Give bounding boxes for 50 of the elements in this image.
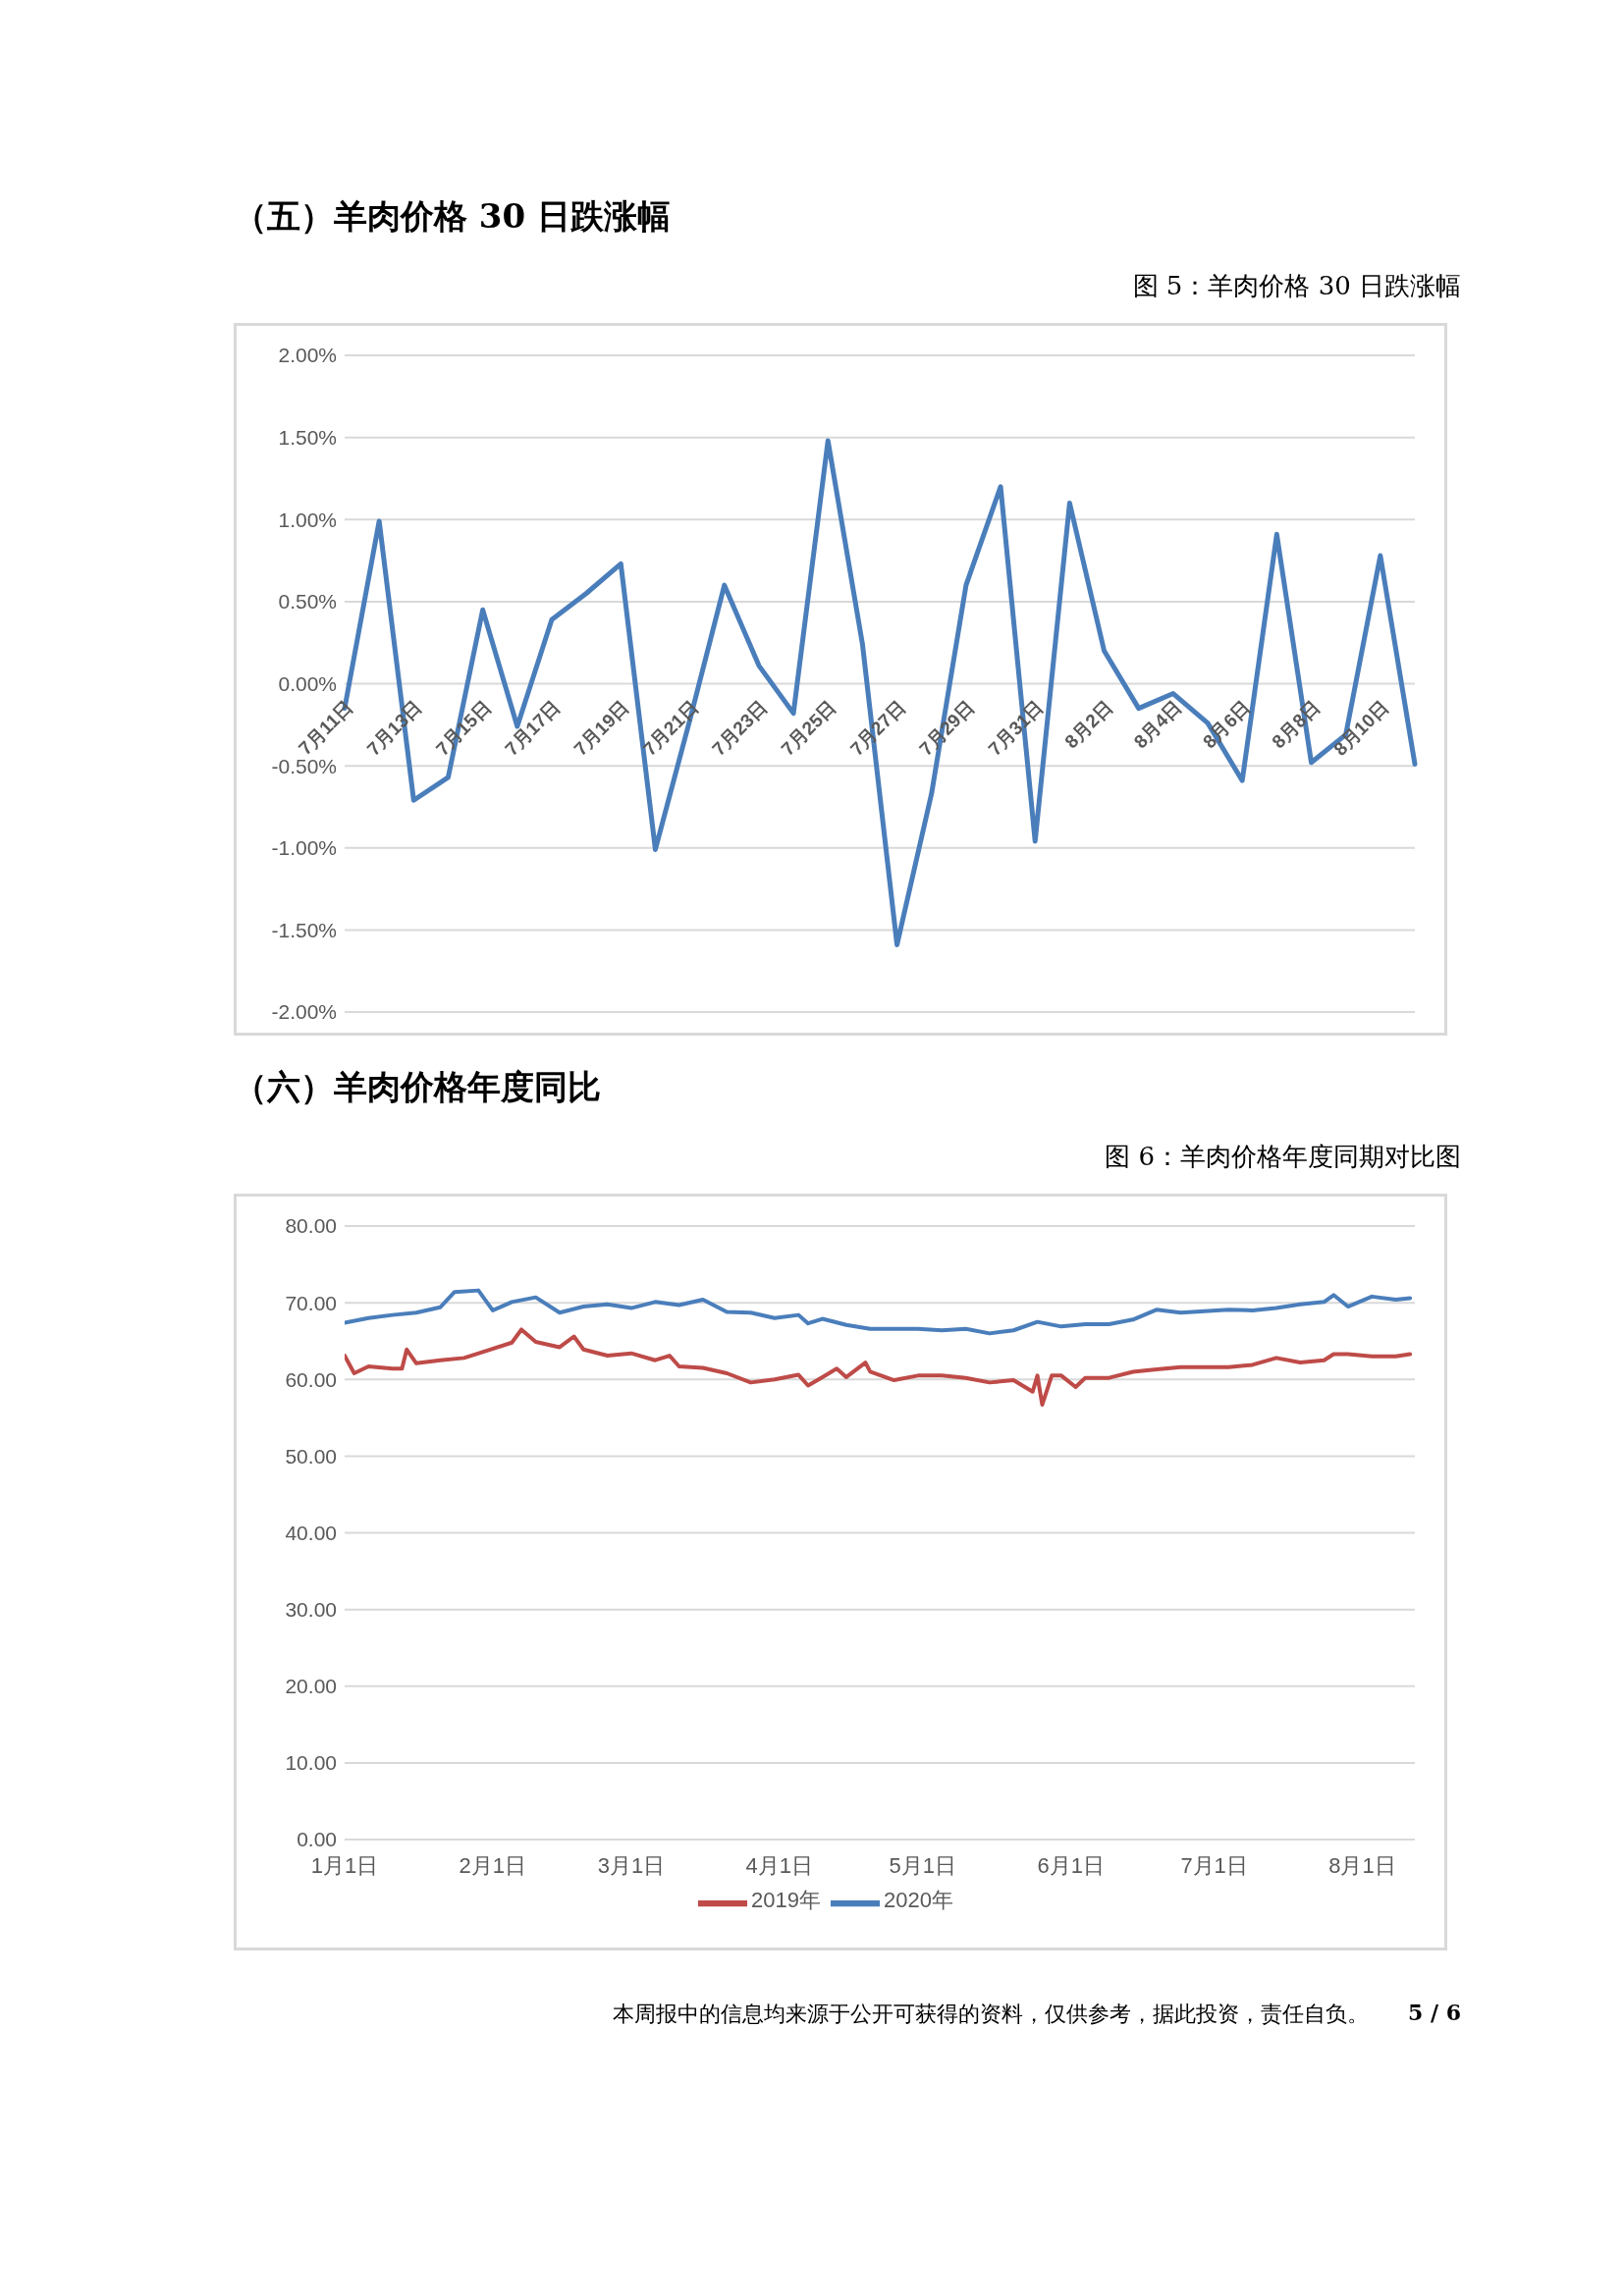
x-tick-label: 8月10日: [1329, 696, 1393, 760]
y-tick-label: -1.00%: [271, 836, 337, 860]
x-tick-label: 8月1日: [1328, 1852, 1396, 1878]
y-tick-label: 80.00: [285, 1214, 337, 1238]
x-tick-label: 7月19日: [569, 696, 633, 760]
x-tick-label: 7月23日: [708, 696, 772, 760]
chart-subtitle: 图 6：羊肉价格年度同期对比图: [1104, 1141, 1461, 1173]
text: 5 / 6: [1408, 2000, 1461, 2027]
y-tick-label: 70.00: [285, 1291, 337, 1314]
y-tick-label: -2.00%: [271, 1000, 337, 1024]
x-tick-label: 7月21日: [638, 696, 703, 760]
x-tick-label: 5月1日: [889, 1852, 957, 1878]
y-tick-label: -1.50%: [271, 918, 337, 941]
x-tick-label: 8月6日: [1198, 696, 1255, 753]
x-tick-label: 7月29日: [915, 696, 979, 760]
x-tick-label: 1月1日: [310, 1852, 379, 1878]
x-tick-label: 7月1日: [1180, 1852, 1248, 1878]
line-series: [345, 1327, 1413, 1408]
x-tick-label: 7月13日: [362, 696, 426, 760]
legend-label: 2019年: [751, 1887, 821, 1912]
line-series: [345, 1288, 1413, 1336]
x-tick-label: 7月25日: [777, 696, 840, 760]
x-tick-label: 7月17日: [501, 696, 565, 760]
x-tick-label: 4月1日: [745, 1852, 814, 1878]
x-tick-label: 6月1日: [1037, 1852, 1105, 1878]
y-tick-label: 0.00: [297, 1828, 337, 1851]
x-tick-label: 7月27日: [845, 696, 910, 760]
y-tick-label: 50.00: [285, 1444, 337, 1468]
x-tick-label: 7月31日: [984, 696, 1048, 760]
y-tick-label: 10.00: [285, 1751, 337, 1775]
x-tick-label: 8月8日: [1268, 696, 1324, 753]
chart-title: （六）羊肉价格年度同比: [234, 1066, 602, 1108]
y-tick-label: 60.00: [285, 1367, 337, 1391]
x-tick-label: 2月1日: [459, 1852, 527, 1878]
y-tick-label: 0.50%: [278, 590, 337, 614]
y-tick-label: 40.00: [285, 1521, 337, 1544]
legend-label: 2020年: [884, 1887, 953, 1912]
chart-subtitle: 图 5：羊肉价格 30 日跌涨幅: [1131, 270, 1461, 302]
x-tick-label: 3月1日: [597, 1852, 666, 1878]
y-tick-label: 2.00%: [278, 344, 337, 367]
y-tick-label: 1.00%: [278, 507, 337, 531]
x-tick-label: 7月15日: [431, 696, 496, 760]
y-tick-label: 0.00%: [278, 671, 337, 695]
y-tick-label: 20.00: [285, 1675, 337, 1698]
chart-title: （五）羊肉价格 30 日跌涨幅: [234, 195, 672, 238]
y-tick-label: 1.50%: [278, 426, 337, 450]
x-tick-label: 8月2日: [1060, 696, 1116, 753]
x-tick-label: 8月4日: [1129, 696, 1186, 753]
y-tick-label: 30.00: [285, 1598, 337, 1622]
text: 本周报中的信息均来源于公开可获得的资料，仅供参考，据此投资，责任自负。: [613, 2001, 1370, 2028]
